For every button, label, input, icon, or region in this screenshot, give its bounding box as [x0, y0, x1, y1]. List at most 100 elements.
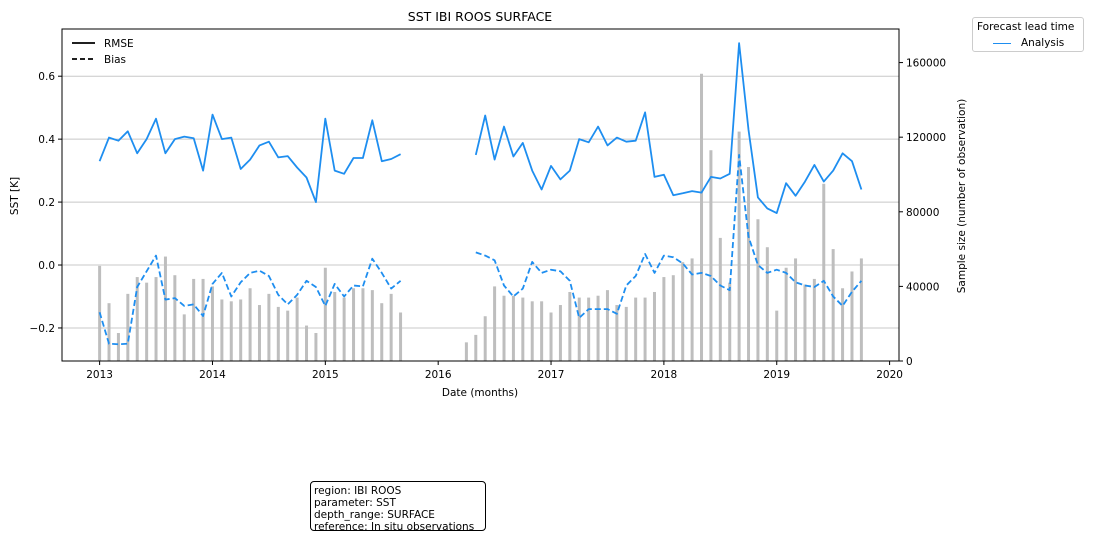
sample-size-bar: [794, 258, 798, 361]
sample-size-bar: [831, 249, 835, 361]
sample-size-bar: [775, 310, 779, 361]
sample-size-bar: [690, 258, 694, 361]
sample-size-bar: [568, 291, 572, 361]
sample-size-bar: [681, 262, 685, 361]
lead-time-legend: Forecast lead time Analysis: [972, 17, 1084, 52]
sample-size-bar: [747, 167, 751, 361]
info-box: region: IBI ROOS parameter: SST depth_ra…: [310, 481, 486, 533]
sample-size-bar: [239, 299, 243, 361]
y-tick-label: 0.4: [38, 134, 55, 146]
bias-line: [98, 254, 402, 346]
sample-size-bar: [192, 278, 196, 361]
sample-size-bar: [399, 312, 403, 361]
sample-size-bar: [737, 131, 741, 361]
sample-size-bar: [521, 297, 525, 361]
y-axis-label: SST [K]: [9, 177, 21, 215]
y2-tick-label: 80000: [906, 207, 939, 219]
info-depth-range: depth_range: SURFACE: [314, 509, 435, 521]
y2-tick-label: 0: [906, 356, 913, 368]
x-tick-label: 2019: [763, 369, 790, 381]
sample-size-bar: [267, 293, 271, 361]
legend-analysis-swatch: [993, 43, 1011, 44]
sample-size-bar: [822, 183, 826, 361]
sample-size-bar: [333, 291, 337, 361]
sample-size-bar: [643, 297, 647, 361]
sample-size-bar: [342, 297, 346, 361]
sample-size-bar: [220, 299, 224, 361]
grid: [62, 75, 899, 329]
style-legend: RMSE Bias: [72, 38, 134, 66]
sample-size-bar: [135, 277, 139, 361]
sample-size-bar: [549, 312, 553, 361]
rmse-line: [474, 42, 863, 215]
sample-size-bar: [587, 297, 591, 361]
y2-tick-label: 40000: [906, 281, 939, 293]
sample-size-bar: [257, 305, 261, 361]
rmse-line: [98, 113, 402, 204]
sample-size-bar: [662, 277, 666, 361]
bias-line: [475, 153, 863, 319]
sample-size-bar: [700, 73, 704, 362]
y2-tick-label: 120000: [906, 132, 946, 144]
y-tick-label: 0.2: [38, 197, 55, 209]
legend-bias-label: Bias: [104, 54, 126, 66]
sample-size-bar: [323, 267, 327, 361]
y-tick-label: 0.6: [38, 71, 55, 83]
sample-size-bar: [530, 301, 534, 361]
lead-time-legend-title: Forecast lead time: [977, 21, 1075, 33]
sample-size-bar: [493, 286, 497, 361]
y-tick-label: 0.0: [38, 260, 55, 272]
sample-size-bar: [596, 295, 600, 361]
sample-size-bar: [812, 278, 816, 361]
sample-size-bar: [464, 342, 468, 361]
sample-size-bar: [295, 297, 299, 361]
sample-size-bar: [624, 306, 628, 361]
sample-size-bar: [286, 310, 290, 361]
sample-size-bar: [615, 305, 619, 361]
info-region: region: IBI ROOS: [314, 485, 402, 497]
y-tick-label: −0.2: [30, 323, 56, 335]
sample-size-bar: [859, 258, 863, 361]
plot-frame: [61, 28, 900, 362]
x-tick-label: 2016: [425, 369, 452, 381]
sample-size-bar: [182, 314, 186, 361]
sample-size-bar: [276, 306, 280, 361]
sample-size-bar: [502, 295, 506, 361]
sample-size-bar: [841, 288, 845, 361]
sample-size-bar: [850, 271, 854, 361]
info-parameter: parameter: SST: [314, 497, 396, 509]
x-tick-label: 2018: [651, 369, 678, 381]
sample-size-bar: [116, 333, 120, 361]
sample-size-bar: [728, 282, 732, 361]
sample-size-bar: [107, 303, 111, 361]
x-tick-label: 2017: [538, 369, 565, 381]
sample-size-bar: [634, 297, 638, 361]
sample-size-bar: [709, 150, 713, 361]
sample-size-bar: [173, 275, 177, 361]
sample-size-bar: [652, 291, 656, 361]
sample-size-bar: [765, 247, 769, 361]
sample-size-bar: [540, 301, 544, 361]
sample-size-bar: [389, 293, 393, 361]
sample-size-bar: [380, 303, 384, 361]
x-tick-label: 2015: [312, 369, 339, 381]
series-lines: [98, 42, 863, 346]
sample-size-bar: [558, 305, 562, 361]
sample-size-bar: [305, 325, 309, 361]
sample-size-bar: [756, 219, 760, 361]
info-reference: reference: In situ observations: [314, 521, 475, 533]
sample-size-bar: [314, 333, 318, 361]
sample-size-bar: [605, 290, 609, 361]
sample-size-bar: [210, 286, 214, 361]
y2-axis-label: Sample size (number of observation): [956, 99, 968, 293]
chart-title: SST IBI ROOS SURFACE: [408, 9, 553, 24]
sample-size-bar: [361, 288, 365, 361]
sample-size-bar: [154, 277, 158, 361]
sample-size-bar: [145, 282, 149, 361]
axes: −0.2 0.0 0.2 0.4 0.6 0 40000 80000 120000 160000 2…: [30, 58, 947, 381]
sample-size-bar: [201, 278, 205, 361]
sample-size-bar: [126, 293, 130, 361]
sample-size-bar: [718, 237, 722, 361]
sample-size-bar: [352, 288, 356, 361]
